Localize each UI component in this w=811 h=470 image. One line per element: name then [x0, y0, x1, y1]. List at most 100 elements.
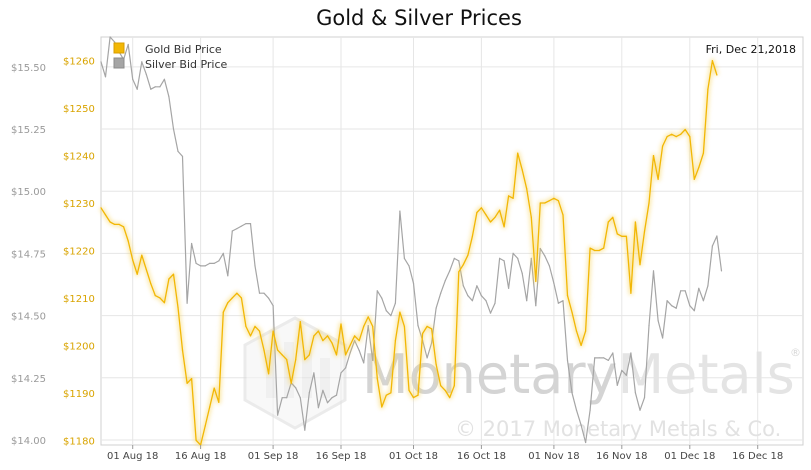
gold-data-point	[662, 145, 664, 147]
gold-data-point	[150, 283, 152, 285]
gold-data-point	[159, 297, 161, 299]
gold-data-point	[186, 382, 188, 384]
silver-data-point	[535, 305, 537, 307]
y-right-tick-label: $1210	[63, 294, 95, 305]
x-tick-label: 16 Nov 18	[596, 451, 647, 462]
silver-data-point	[272, 305, 274, 307]
gold-data-point	[132, 259, 134, 261]
silver-data-point	[218, 260, 220, 262]
gold-data-point	[621, 235, 623, 237]
gold-data-point	[643, 230, 646, 233]
silver-data-point	[716, 235, 718, 237]
gold-data-point	[304, 359, 306, 361]
gold-data-point	[272, 330, 274, 332]
x-tick-label: 16 Aug 18	[175, 451, 226, 462]
silver-data-point	[499, 257, 501, 259]
y-axis-left-ticks: $15.50 $15.25 $15.00 $14.75 $14.50 $14.25 $14.…	[11, 63, 46, 447]
silver-data-point	[381, 297, 383, 299]
silver-data-point	[485, 300, 487, 302]
x-axis-ticks: 01 Aug 18 16 Aug 18 01 Sep 18 16 Sep 18 01 O…	[107, 445, 783, 462]
gold-data-point	[544, 202, 546, 204]
gold-data-point	[530, 216, 532, 218]
x-tick-label: 16 Oct 18	[457, 451, 506, 462]
silver-data-point	[349, 352, 351, 354]
gold-data-point	[589, 247, 591, 249]
silver-data-point	[399, 210, 401, 212]
gold-data-point	[625, 235, 628, 237]
silver-data-point	[191, 242, 193, 245]
gold-data-point	[249, 335, 252, 337]
watermark-copyright: © 2017 Monetary Metals & Co.	[455, 417, 781, 441]
silver-data-point	[508, 287, 510, 289]
silver-data-point	[231, 230, 233, 232]
silver-data-point	[589, 409, 591, 411]
silver-data-point	[444, 280, 446, 282]
gold-data-point	[607, 221, 609, 223]
gold-data-point	[702, 152, 705, 154]
silver-data-point	[652, 270, 655, 272]
silver-data-point	[322, 389, 324, 391]
silver-data-point	[172, 128, 175, 130]
silver-data-point	[154, 86, 156, 88]
gold-data-point	[218, 401, 220, 403]
gold-data-point	[517, 152, 519, 154]
x-tick-label: 01 Sep 18	[248, 451, 299, 462]
gold-data-point	[666, 136, 668, 138]
silver-data-point	[503, 260, 505, 262]
silver-data-point	[630, 352, 632, 354]
gold-data-point	[313, 335, 315, 337]
silver-data-point	[693, 310, 695, 312]
gold-data-point	[340, 323, 342, 325]
legend-swatch-silver	[113, 57, 125, 69]
silver-data-point	[412, 282, 415, 284]
gold-data-point	[612, 216, 614, 218]
gold-data-point	[652, 155, 655, 157]
gold-data-point	[286, 359, 288, 361]
y-left-tick-label: $14.75	[11, 249, 46, 260]
y-left-tick-label: $15.50	[11, 63, 46, 74]
x-tick-label: 01 Oct 18	[389, 451, 438, 462]
silver-data-point	[403, 257, 405, 259]
silver-series	[100, 36, 723, 444]
y-right-tick-label: $1240	[63, 152, 95, 163]
gold-data-point	[422, 332, 424, 335]
silver-data-point	[571, 392, 573, 394]
silver-data-point	[159, 86, 161, 88]
silver-data-point	[557, 302, 560, 304]
silver-data-point	[258, 292, 261, 294]
gold-data-point	[399, 311, 401, 313]
gold-data-point	[358, 340, 360, 342]
silver-data-point	[127, 43, 129, 46]
date-label: Fri, Dec 21,2018	[706, 43, 796, 56]
silver-data-point	[181, 155, 184, 157]
silver-data-point	[720, 270, 723, 272]
silver-data-point	[254, 265, 256, 267]
gold-data-point	[204, 425, 206, 427]
silver-data-point	[236, 228, 238, 230]
gold-data-point	[575, 330, 578, 332]
y-right-tick-label: $1200	[63, 341, 95, 352]
gold-data-point	[372, 325, 374, 327]
silver-data-point	[286, 397, 288, 399]
silver-data-point	[109, 36, 111, 38]
silver-data-point	[114, 41, 116, 43]
gold-data-point	[281, 354, 283, 356]
gold-data-point	[345, 354, 347, 356]
silver-data-point	[530, 257, 532, 259]
silver-data-point	[245, 223, 247, 225]
silver-data-point	[376, 290, 378, 292]
x-tick-label: 16 Sep 18	[316, 451, 367, 462]
legend-swatch-gold	[113, 42, 125, 54]
y-right-tick-label: $1230	[63, 199, 95, 210]
silver-data-point	[358, 349, 360, 352]
silver-data-point	[662, 337, 664, 339]
gold-data-point	[657, 178, 659, 180]
silver-data-point	[145, 73, 147, 75]
x-tick-label: 01 Aug 18	[107, 451, 158, 462]
gold-data-point	[141, 254, 143, 256]
legend-gold-label: Gold Bid Price	[145, 43, 222, 56]
gold-data-point	[317, 330, 319, 332]
gold-data-point	[322, 340, 324, 342]
gold-data-point	[118, 223, 120, 225]
gold-data-point	[154, 295, 156, 297]
